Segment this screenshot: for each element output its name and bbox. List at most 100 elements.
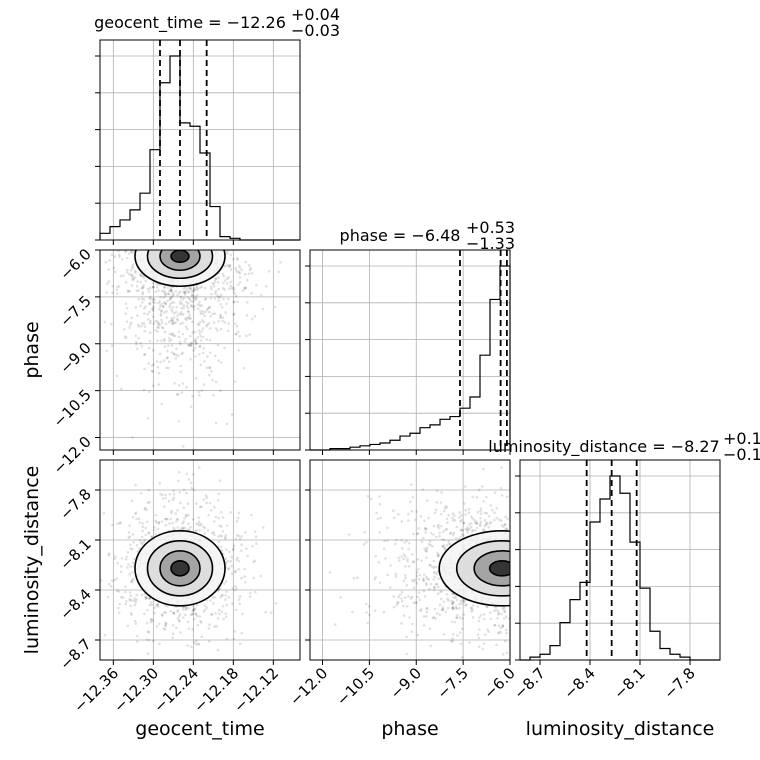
scatter-phase-vs-luminosity-distance-point: [477, 619, 481, 623]
scatter-phase-vs-luminosity-distance-point: [418, 577, 421, 581]
scatter-phase-vs-luminosity-distance-point: [433, 585, 436, 589]
scatter-phase-vs-luminosity-distance-point: [479, 512, 483, 516]
scatter-geocent-time-vs-phase-point: [46, 341, 49, 344]
scatter-geocent-time-vs-luminosity-distance-point: [139, 541, 143, 545]
scatter-geocent-time-vs-phase-point: [243, 272, 247, 276]
scatter-geocent-time-vs-phase-point: [244, 286, 247, 290]
title-luminosity-distance: luminosity_distance = −8.27: [488, 437, 719, 457]
scatter-geocent-time-vs-phase-point: [131, 263, 135, 266]
scatter-geocent-time-vs-luminosity-distance-point: [119, 596, 123, 599]
scatter-geocent-time-vs-phase-point: [122, 274, 125, 277]
scatter-phase-vs-luminosity-distance-point: [462, 600, 466, 604]
scatter-geocent-time-vs-phase-point: [233, 380, 237, 383]
scatter-geocent-time-vs-luminosity-distance-point: [196, 642, 200, 646]
scatter-phase-vs-luminosity-distance-point: [439, 590, 442, 594]
scatter-phase-vs-luminosity-distance-point: [495, 643, 498, 647]
scatter-geocent-time-vs-phase-point: [249, 267, 252, 270]
scatter-geocent-time-vs-luminosity-distance-point: [143, 507, 147, 511]
scatter-geocent-time-vs-luminosity-distance-point: [235, 520, 239, 523]
scatter-geocent-time-vs-phase-point: [139, 274, 143, 277]
scatter-phase-vs-luminosity-distance-point: [464, 513, 468, 516]
scatter-geocent-time-vs-phase-point: [128, 326, 131, 329]
scatter-geocent-time-vs-luminosity-distance-point: [234, 537, 238, 541]
scatter-geocent-time-vs-phase-point: [176, 293, 179, 297]
scatter-geocent-time-vs-luminosity-distance-point: [161, 614, 164, 617]
scatter-phase-vs-luminosity-distance-point: [407, 564, 411, 568]
scatter-geocent-time-vs-phase-ytick-label: −7.5: [56, 292, 94, 330]
scatter-geocent-time-vs-phase-point: [196, 336, 199, 339]
scatter-geocent-time-vs-luminosity-distance-point: [138, 538, 142, 542]
scatter-geocent-time-vs-luminosity-distance-point: [227, 567, 231, 570]
scatter-geocent-time-vs-phase-point: [129, 250, 133, 254]
scatter-geocent-time-vs-phase-point: [163, 301, 166, 304]
scatter-geocent-time-vs-phase-point: [154, 329, 157, 332]
scatter-geocent-time-vs-luminosity-distance-point: [234, 570, 237, 574]
scatter-geocent-time-vs-luminosity-distance-point: [135, 634, 139, 638]
scatter-geocent-time-vs-phase-point: [185, 386, 188, 389]
scatter-phase-vs-luminosity-distance-point: [462, 613, 466, 616]
scatter-geocent-time-vs-phase-point: [223, 264, 227, 268]
scatter-phase-vs-luminosity-distance-point: [464, 603, 467, 606]
scatter-geocent-time-vs-phase-point: [170, 351, 173, 354]
scatter-phase-vs-luminosity-distance-point: [461, 528, 464, 532]
scatter-phase-vs-luminosity-distance-point: [440, 524, 443, 528]
scatter-geocent-time-vs-phase-point: [197, 352, 201, 356]
scatter-geocent-time-vs-luminosity-distance-point: [228, 550, 231, 554]
scatter-geocent-time-vs-phase-point: [178, 300, 182, 303]
scatter-geocent-time-vs-luminosity-distance-point: [234, 584, 237, 588]
scatter-geocent-time-vs-phase-point: [142, 322, 146, 325]
scatter-geocent-time-vs-phase-point: [110, 253, 114, 257]
scatter-phase-vs-luminosity-distance-point: [457, 602, 461, 606]
scatter-geocent-time-vs-phase-point: [200, 329, 204, 333]
scatter-phase-vs-luminosity-distance-point: [462, 534, 465, 537]
scatter-phase-vs-luminosity-distance-point: [391, 509, 395, 513]
scatter-geocent-time-vs-phase-point: [205, 324, 208, 328]
scatter-geocent-time-vs-luminosity-distance-point: [172, 611, 175, 615]
scatter-geocent-time-vs-luminosity-distance-point: [137, 517, 141, 521]
scatter-phase-vs-luminosity-distance-point: [427, 542, 431, 546]
scatter-phase-vs-luminosity-distance-point: [471, 495, 475, 499]
scatter-geocent-time-vs-phase-point: [201, 335, 205, 339]
scatter-geocent-time-vs-phase-point: [189, 317, 192, 320]
scatter-phase-vs-luminosity-distance-contour-line: [455, 540, 510, 597]
scatter-geocent-time-vs-phase-point: [175, 310, 178, 314]
scatter-geocent-time-vs-luminosity-distance-point: [129, 565, 132, 568]
scatter-phase-vs-luminosity-distance-point: [442, 600, 446, 604]
scatter-phase-vs-luminosity-distance-point: [493, 623, 497, 627]
scatter-geocent-time-vs-luminosity-distance-point: [106, 595, 110, 599]
scatter-phase-vs-luminosity-distance-point: [451, 605, 455, 609]
scatter-geocent-time-vs-luminosity-distance-point: [128, 535, 132, 538]
scatter-geocent-time-vs-phase-point: [167, 336, 171, 340]
scatter-phase-vs-luminosity-distance-point: [400, 520, 404, 523]
scatter-geocent-time-vs-luminosity-distance-contour-line: [159, 550, 201, 587]
scatter-phase-vs-luminosity-distance-point: [425, 527, 428, 531]
scatter-geocent-time-vs-luminosity-distance-point: [134, 622, 138, 625]
scatter-phase-vs-luminosity-distance-point: [459, 642, 463, 646]
scatter-phase-vs-luminosity-distance-point: [366, 621, 369, 625]
scatter-geocent-time-vs-phase-point: [214, 327, 218, 330]
scatter-geocent-time-vs-phase-point: [172, 352, 176, 356]
scatter-phase-vs-luminosity-distance-point: [413, 578, 417, 582]
scatter-geocent-time-vs-luminosity-distance-point: [124, 585, 127, 588]
scatter-phase-vs-luminosity-distance-point: [368, 613, 371, 617]
scatter-geocent-time-vs-phase-point: [188, 317, 191, 320]
scatter-geocent-time-vs-luminosity-distance-point: [214, 515, 218, 519]
scatter-geocent-time-vs-phase-point: [113, 255, 117, 258]
scatter-phase-vs-luminosity-distance-point: [454, 606, 457, 610]
scatter-phase-vs-luminosity-distance-point: [410, 553, 414, 556]
scatter-geocent-time-vs-phase-point: [235, 324, 239, 328]
scatter-geocent-time-vs-phase-point: [238, 335, 241, 338]
scatter-phase-vs-luminosity-distance-point: [482, 500, 485, 503]
hist-phase-step: [310, 265, 511, 451]
scatter-geocent-time-vs-luminosity-distance-point: [155, 625, 159, 628]
scatter-phase-vs-luminosity-distance-point: [425, 607, 428, 610]
scatter-phase-vs-luminosity-distance-point: [456, 634, 459, 637]
scatter-phase-vs-luminosity-distance-point: [450, 592, 454, 595]
scatter-geocent-time-vs-phase-point: [134, 269, 137, 273]
scatter-geocent-time-vs-luminosity-distance-point: [225, 590, 228, 593]
scatter-geocent-time-vs-phase-point: [105, 349, 109, 353]
scatter-geocent-time-vs-phase-point: [170, 344, 174, 347]
scatter-geocent-time-vs-phase-point: [213, 279, 217, 283]
scatter-geocent-time-vs-phase-point: [232, 257, 235, 261]
scatter-geocent-time-vs-phase-point: [159, 310, 163, 313]
